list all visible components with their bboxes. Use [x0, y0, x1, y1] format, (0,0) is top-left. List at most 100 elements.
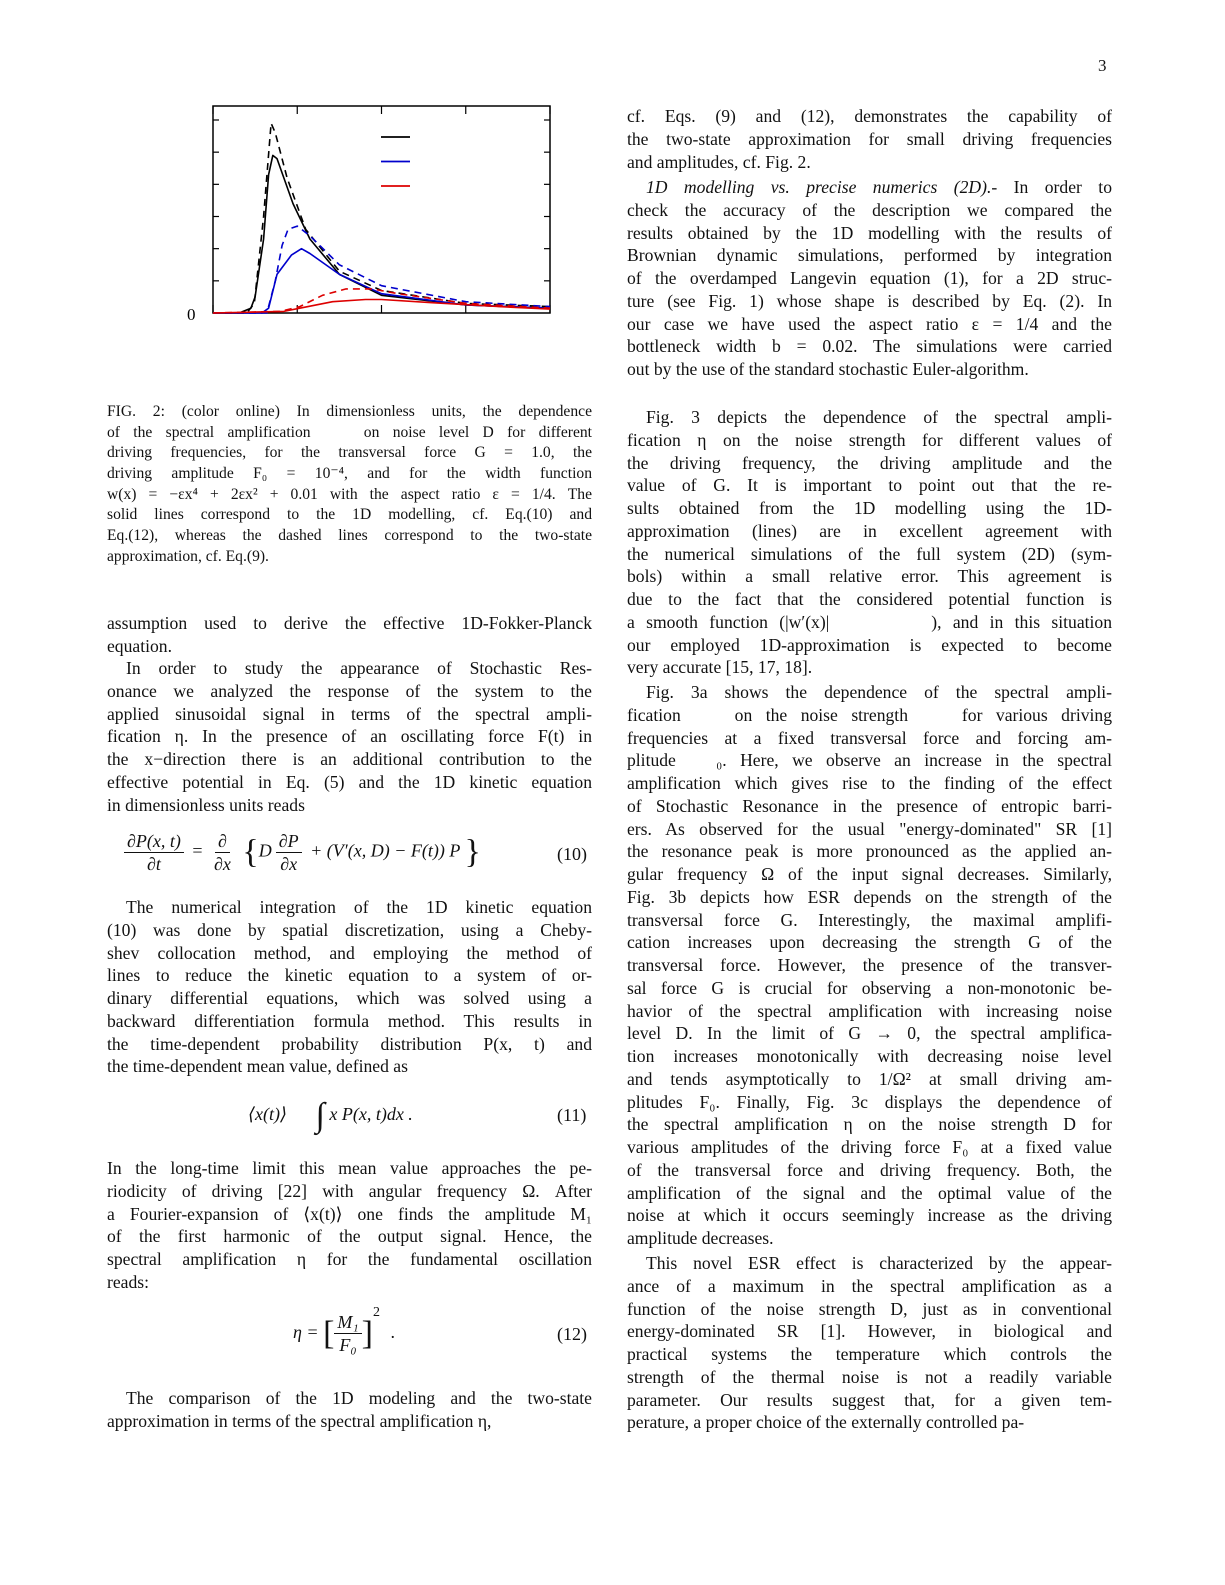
paragraph-long-time-limit: In the long-time limit this mean value a…: [107, 1157, 592, 1294]
text-line: the resonance peak is more pronounced as…: [627, 841, 1112, 862]
text-line: bottleneck width b = 0.02. The simulatio…: [627, 336, 1112, 357]
text-line: practical systems the temperature which …: [627, 1344, 1112, 1364]
text-line: the time-dependent probability distribut…: [107, 1033, 592, 1054]
series-line-solid: [213, 247, 551, 314]
text-line: a Fourier-expansion of ⟨x(t)⟩ one finds …: [107, 1203, 592, 1224]
series-line-dashed: [213, 122, 551, 314]
eq10-dp-den: ∂x: [280, 854, 298, 874]
text-line: solid lines correspond to the 1D modelli…: [107, 506, 592, 524]
eq10-op-den: ∂x: [214, 854, 231, 874]
equation-10-number: (10): [557, 844, 587, 864]
text-line: of the first harmonic of the output sign…: [107, 1226, 592, 1247]
text-line: of the overdamped Langevin equation (1),…: [627, 268, 1112, 288]
text-line: shev collocation method, and employing t…: [107, 942, 592, 963]
text-line: fication η on the noise strength for dif…: [627, 429, 1112, 450]
paragraph-two-state-capability: cf. Eqs. (9) and (12), demonstrates the …: [627, 105, 1112, 173]
text-line: of Stochastic Resonance in the presence …: [627, 795, 1112, 816]
text-line: This novel ESR effect is characterized b…: [646, 1253, 1112, 1273]
text-line: the two-state approximation for small dr…: [627, 128, 1112, 149]
text-line: very accurate [15, 17, 18].: [627, 657, 813, 678]
text-line: In order to study the appearance of Stoc…: [126, 658, 592, 678]
equation-10: ∂P(x, t) ∂t = ∂ ∂x {D ∂P ∂x + (V′(x, D) − F(…: [120, 830, 481, 875]
paragraph-fig3: Fig. 3 depicts the dependence of the spe…: [627, 406, 1112, 679]
text-line: energy-dominated SR [1]. However, in bio…: [627, 1321, 1112, 1342]
equation-11-number: (11): [557, 1105, 587, 1125]
eq12-lhs: η =: [293, 1322, 319, 1342]
text-line: FIG. 2: (color online) In dimensionless …: [107, 403, 592, 420]
text-line: results obtained by the 1D modelling wit…: [627, 222, 1112, 243]
text-line: our case we have used the aspect ratio ε…: [627, 313, 1112, 334]
text-line: havior of the spectral amplification wit…: [627, 1000, 1112, 1021]
text-line: and amplitudes, cf. Fig. 2.: [627, 151, 811, 172]
text-line: driving frequencies, for the transversal…: [107, 444, 592, 462]
text-line: lines to reduce the kinetic equation to …: [107, 965, 592, 986]
text-line: driving amplitude F₀ = 10⁻⁴, and for the…: [107, 465, 592, 483]
text-line: applied sinusoidal signal in terms of th…: [107, 703, 592, 724]
text-line: w(x) = −εx⁴ + 2εx² + 0.01 with the aspec…: [107, 485, 592, 503]
eq10-close-brace: }: [464, 833, 481, 871]
eq12-close-bracket: ]: [361, 1314, 373, 1352]
text-line: amplitude decreases.: [627, 1228, 774, 1248]
text-line: Fig. 3a shows the dependence of the spec…: [646, 682, 1112, 702]
eq10-dp-num: ∂P: [275, 830, 302, 853]
text-line: dinary differential equations, which was…: [107, 988, 592, 1008]
text-line: and tends asymptotically to 1/Ω² at smal…: [627, 1068, 1112, 1089]
text-line: gular frequency Ω of the input signal de…: [627, 864, 1112, 884]
text-line: onance we analyzed the response of the s…: [107, 680, 592, 701]
eq11-integral: ∫: [315, 1097, 325, 1134]
text-line: approximation in terms of the spectral a…: [107, 1410, 492, 1431]
text-line: amplification which gives rise to the fi…: [627, 773, 1112, 793]
text-line: Brownian dynamic simulations, performed …: [627, 245, 1112, 266]
text-line: function of the noise strength D, just a…: [627, 1298, 1112, 1319]
text-line: our employed 1D-approximation is expecte…: [627, 634, 1112, 655]
eq10-rest: + (V′(x, D) − F(t)) P: [310, 840, 460, 861]
text-line: cation increases upon decreasing the str…: [627, 932, 1112, 953]
text-line: assumption used to derive the effective …: [107, 613, 592, 633]
text-line: bols) within a small relative error. Thi…: [627, 566, 1112, 587]
text-line: (10) was done by spatial discretization,…: [107, 919, 592, 940]
paragraph-1d-vs-2d: 1D modelling vs. precise numerics (2D).-…: [627, 176, 1112, 381]
series-line-dashed: [213, 225, 551, 314]
text-line: ture (see Fig. 1) whose shape is describ…: [627, 290, 1112, 311]
text-line: sults obtained from the 1D modelling usi…: [627, 498, 1112, 518]
text-line: transversal force G. Interestingly, the …: [627, 909, 1112, 930]
eq10-d: D: [258, 840, 272, 861]
eq12-open-bracket: [: [323, 1314, 335, 1352]
paragraph-assumption: assumption used to derive the effective …: [107, 612, 592, 658]
series-line-solid: [213, 154, 551, 314]
eq11-lhs: ⟨x(t)⟩: [248, 1104, 288, 1125]
text-line: tion increases monotonically with decrea…: [627, 1046, 1112, 1066]
text-line: the x−direction there is an additional c…: [107, 749, 592, 769]
series-line-solid: [212, 298, 551, 314]
text-line: ers. As observed for the usual "energy-d…: [627, 818, 1112, 839]
text-line: the driving frequency, the driving ampli…: [627, 452, 1112, 473]
text-line: cf. Eqs. (9) and (12), demonstrates the …: [627, 106, 1112, 126]
paragraph-heading: 1D modelling vs. precise numerics (2D).-: [646, 177, 998, 197]
paragraph-stochastic-resonance: In order to study the appearance of Stoc…: [107, 657, 592, 816]
text-line: plitude ₀. Here, we observe an increase …: [627, 750, 1112, 771]
page-number: 3: [1098, 56, 1107, 75]
text-line: spectral amplification η for the fundame…: [107, 1249, 592, 1269]
eq12-dot: .: [390, 1322, 396, 1342]
text-line: a smooth function (|w′(x)| ), and in thi…: [627, 611, 1112, 632]
y-tick-label-0: 0: [187, 305, 196, 324]
text-line: fication on the noise strength for vario…: [627, 704, 1112, 725]
text-line: noise at which it occurs seemingly incre…: [627, 1205, 1112, 1226]
equation-11: ⟨x(t)⟩ ∫ x P(x, t)dx .: [248, 1097, 413, 1135]
eq10-op-num: ∂: [215, 830, 230, 853]
text-line: ance of a maximum in the spectral amplif…: [627, 1275, 1112, 1296]
text-line: Fig. 3b depicts how ESR depends on the s…: [627, 886, 1112, 907]
text-line: transversal force. However, the presence…: [627, 955, 1112, 975]
text-line: frequencies at a fixed transversal force…: [627, 727, 1112, 748]
eq10-lhs-den: ∂t: [146, 854, 161, 874]
text-line: parameter. Our results suggest that, for…: [627, 1389, 1112, 1410]
text-line: equation.: [107, 635, 172, 656]
text-line: In the long-time limit this mean value a…: [107, 1158, 592, 1178]
eq10-open-brace: {: [242, 833, 259, 871]
text-line: effective potential in Eq. (5) and the 1…: [107, 771, 592, 792]
text-line: backward differentiation formula method.…: [107, 1010, 592, 1031]
text-line: value of G. It is important to point out…: [627, 475, 1112, 496]
text-line: Eq.(12), whereas the dashed lines corres…: [107, 527, 592, 545]
text-line: of the transversal force and driving fre…: [627, 1159, 1112, 1180]
text-line: the numerical simulations of the full sy…: [627, 543, 1112, 564]
